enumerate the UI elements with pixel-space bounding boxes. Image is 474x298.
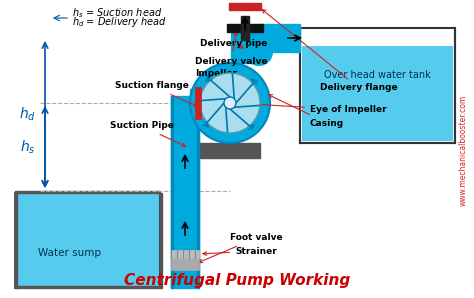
Bar	[195, 87, 201, 119]
Bar	[15, 193, 17, 288]
Text: www.mechanicalbooster.com: www.mechanicalbooster.com	[459, 94, 468, 206]
Text: Delivery pipe: Delivery pipe	[200, 38, 267, 48]
Bar	[227, 24, 263, 32]
Text: Strainer: Strainer	[203, 246, 277, 255]
Bar	[15, 191, 160, 193]
Bar	[171, 250, 199, 258]
Bar	[200, 143, 260, 158]
Text: $h_d$: $h_d$	[19, 106, 36, 123]
Text: Delivery valve: Delivery valve	[195, 32, 267, 66]
Text: Over head water tank: Over head water tank	[324, 71, 431, 80]
Bar	[15, 286, 160, 288]
Text: Eye of Impeller: Eye of Impeller	[240, 102, 387, 114]
Bar	[231, 24, 261, 52]
Text: Foot valve: Foot valve	[199, 234, 283, 263]
Circle shape	[245, 38, 273, 66]
Bar	[241, 16, 249, 40]
Bar	[190, 89, 199, 117]
FancyBboxPatch shape	[231, 24, 271, 52]
Text: Suction Pipe: Suction Pipe	[110, 122, 185, 146]
Bar	[197, 89, 200, 117]
FancyBboxPatch shape	[15, 193, 160, 288]
Bar	[171, 258, 199, 270]
Bar	[197, 96, 199, 288]
Text: Delivery flange: Delivery flange	[262, 10, 398, 92]
Text: Water sump: Water sump	[38, 248, 101, 258]
Text: $h_s$: $h_s$	[20, 138, 36, 156]
Bar	[231, 38, 259, 63]
Text: Suction flange: Suction flange	[115, 81, 197, 106]
Text: Casing: Casing	[269, 95, 344, 128]
Bar	[160, 193, 162, 288]
Bar	[259, 24, 300, 52]
Bar	[171, 96, 173, 288]
Text: Centrifugal Pump Working: Centrifugal Pump Working	[124, 272, 350, 288]
FancyBboxPatch shape	[302, 46, 453, 141]
Bar	[171, 96, 199, 288]
Text: $h_s$ = Suction head: $h_s$ = Suction head	[72, 6, 162, 20]
Text: Impeller: Impeller	[195, 69, 237, 89]
Circle shape	[200, 73, 260, 133]
Circle shape	[224, 97, 236, 109]
Text: $h_d$ = Delivery head: $h_d$ = Delivery head	[72, 15, 167, 29]
Bar	[229, 3, 261, 10]
Circle shape	[190, 63, 270, 143]
